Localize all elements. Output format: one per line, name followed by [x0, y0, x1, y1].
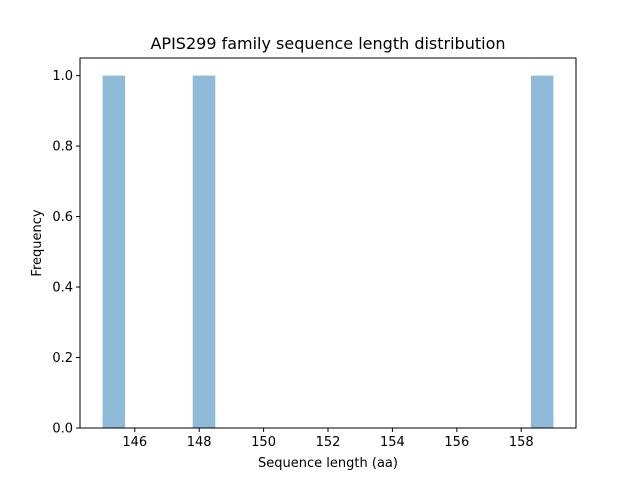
bars-group: [102, 75, 554, 428]
y-ticks: 0.0 0.2 0.4 0.6 0.8 1.0: [52, 69, 80, 437]
y-tick-label: 0.6: [52, 210, 73, 225]
x-tick-label: 158: [509, 435, 534, 450]
y-axis-label: Frequency: [30, 209, 45, 276]
y-tick-label: 0.8: [52, 140, 73, 155]
y-tick-label: 0.2: [52, 351, 73, 366]
y-tick-label: 1.0: [52, 69, 73, 84]
y-tick-label: 0.4: [52, 281, 73, 296]
x-axis-label: Sequence length (aa): [258, 456, 398, 471]
x-tick-label: 150: [251, 435, 276, 450]
x-tick-label: 152: [316, 435, 341, 450]
chart-title: APIS299 family sequence length distribut…: [150, 34, 505, 53]
x-tick-label: 146: [122, 435, 147, 450]
histogram-bar: [192, 75, 216, 428]
histogram-bar: [102, 75, 126, 428]
x-ticks: 146 148 150 152 154 156 158: [122, 428, 534, 450]
x-tick-label: 148: [187, 435, 212, 450]
y-tick-label: 0.0: [52, 422, 73, 437]
histogram-bar: [530, 75, 554, 428]
x-tick-label: 154: [380, 435, 405, 450]
x-tick-label: 156: [444, 435, 469, 450]
